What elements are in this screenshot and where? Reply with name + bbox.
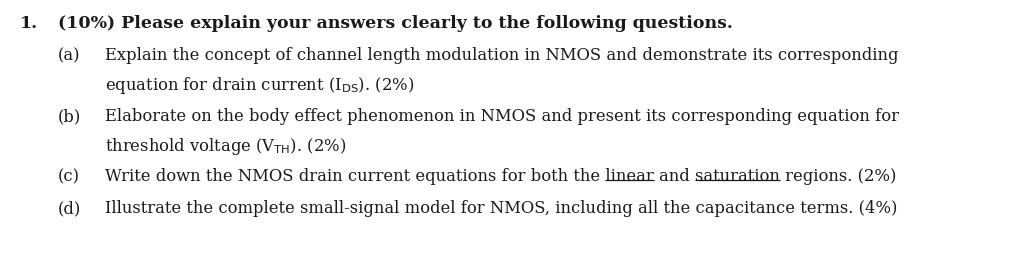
Text: (c): (c) [58, 168, 80, 185]
Text: (a): (a) [58, 47, 81, 64]
Text: 1.: 1. [20, 15, 38, 32]
Text: (d): (d) [58, 200, 82, 217]
Text: threshold voltage (V$_{\mathrm{TH}}$). (2%): threshold voltage (V$_{\mathrm{TH}}$). (… [105, 136, 346, 157]
Text: Write down the NMOS drain current equations for both the linear and saturation r: Write down the NMOS drain current equati… [105, 168, 896, 185]
Text: equation for drain current (I$_{\mathrm{DS}}$). (2%): equation for drain current (I$_{\mathrm{… [105, 75, 414, 96]
Text: (b): (b) [58, 108, 82, 125]
Text: Elaborate on the body effect phenomenon in NMOS and present its corresponding eq: Elaborate on the body effect phenomenon … [105, 108, 899, 125]
Text: Explain the concept of channel length modulation in NMOS and demonstrate its cor: Explain the concept of channel length mo… [105, 47, 898, 64]
Text: Illustrate the complete small-signal model for NMOS, including all the capacitan: Illustrate the complete small-signal mod… [105, 200, 897, 217]
Text: (10%) Please explain your answers clearly to the following questions.: (10%) Please explain your answers clearl… [58, 15, 733, 32]
